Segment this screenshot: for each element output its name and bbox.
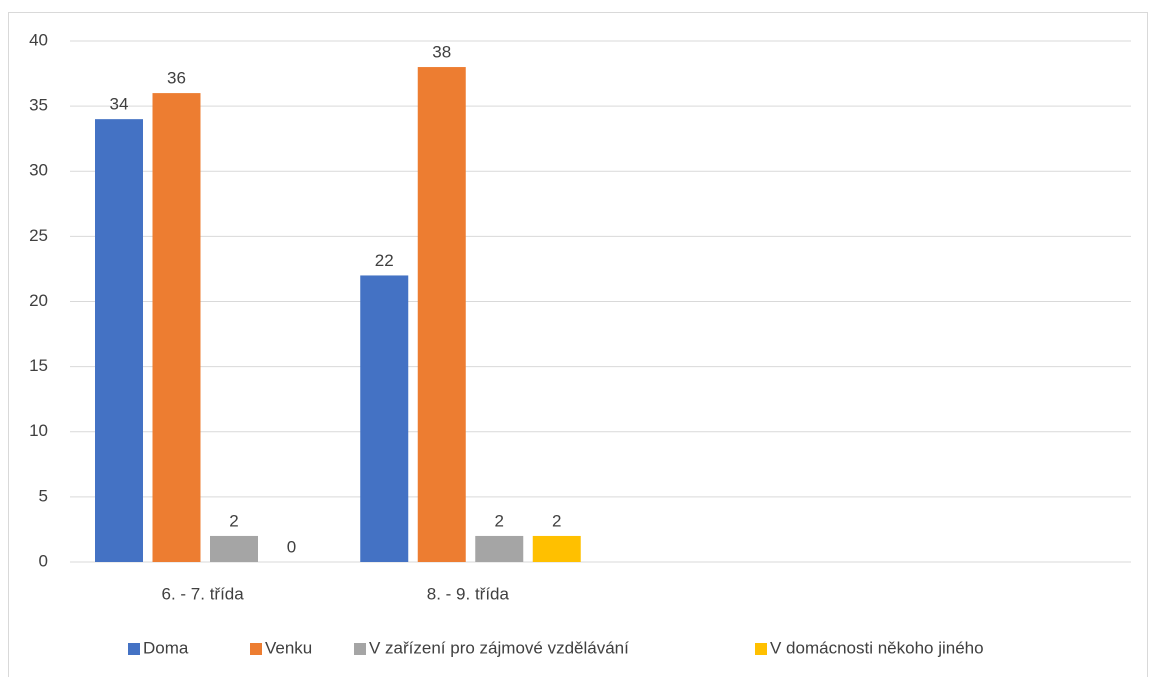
legend-label: V domácnosti někoho jiného	[770, 638, 984, 657]
y-tick-label: 40	[29, 30, 48, 49]
y-tick-label: 5	[39, 486, 48, 505]
legend-label: V zařízení pro zájmové vzdělávání	[369, 638, 629, 657]
data-label: 36	[167, 69, 186, 88]
data-label: 0	[287, 537, 296, 556]
y-tick-label: 25	[29, 226, 48, 245]
bar	[532, 535, 581, 562]
y-tick-label: 0	[39, 551, 48, 570]
y-tick-label: 10	[29, 421, 48, 440]
y-tick-label: 15	[29, 356, 48, 375]
bar	[475, 535, 524, 562]
legend-swatch	[354, 643, 366, 655]
legend-swatch	[128, 643, 140, 655]
y-tick-label: 20	[29, 291, 48, 310]
bar	[210, 535, 258, 562]
data-label: 34	[110, 95, 129, 114]
bar	[360, 275, 409, 562]
data-label: 2	[229, 511, 238, 530]
data-label: 2	[495, 511, 504, 530]
legend-swatch	[755, 643, 767, 655]
legend-label: Venku	[265, 638, 312, 657]
legend-label: Doma	[143, 638, 189, 657]
bar	[152, 93, 201, 562]
bar	[95, 119, 143, 563]
data-label: 2	[552, 511, 561, 530]
x-tick-label: 8. - 9. třída	[427, 584, 510, 603]
data-label: 38	[432, 43, 451, 62]
y-tick-label: 35	[29, 96, 48, 115]
data-label: 22	[375, 251, 394, 270]
bar	[417, 67, 466, 563]
x-tick-label: 6. - 7. třída	[162, 584, 245, 603]
y-tick-label: 30	[29, 161, 48, 180]
chart-border	[8, 12, 1148, 677]
legend-swatch	[250, 643, 262, 655]
